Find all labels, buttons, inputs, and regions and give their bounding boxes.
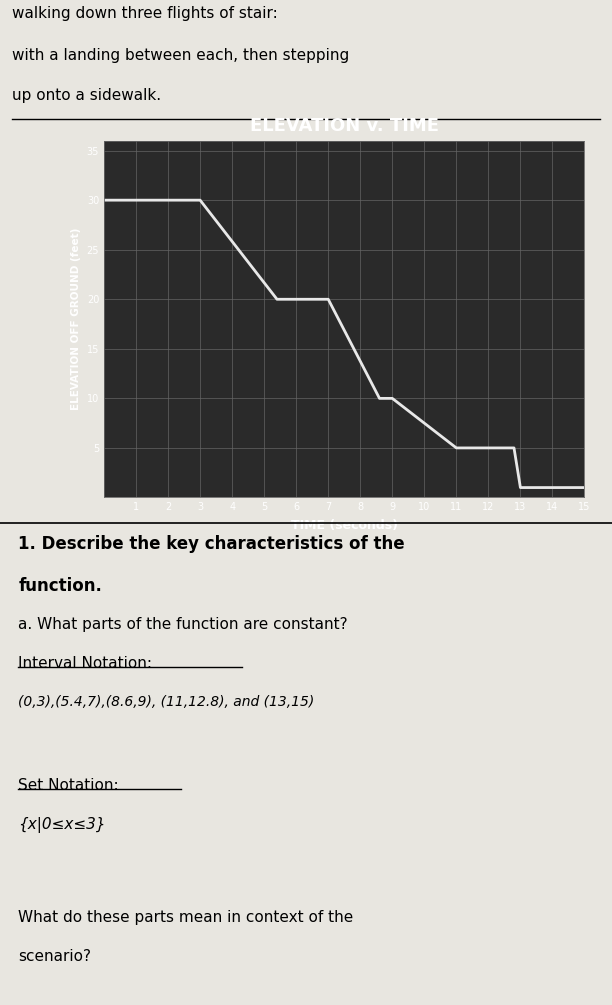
- Text: What do these parts mean in context of the: What do these parts mean in context of t…: [18, 910, 354, 925]
- Text: Interval Notation:: Interval Notation:: [18, 656, 152, 671]
- Text: scenario?: scenario?: [18, 949, 91, 964]
- Text: function.: function.: [18, 577, 102, 595]
- Y-axis label: ELEVATION OFF GROUND (feet): ELEVATION OFF GROUND (feet): [71, 228, 81, 410]
- Text: with a landing between each, then stepping: with a landing between each, then steppi…: [12, 47, 349, 62]
- Title: ELEVATION v. TIME: ELEVATION v. TIME: [250, 117, 439, 135]
- X-axis label: TIME (seconds): TIME (seconds): [291, 520, 398, 533]
- Text: {x|0≤x≤3}: {x|0≤x≤3}: [18, 817, 106, 833]
- Text: 1. Describe the key characteristics of the: 1. Describe the key characteristics of t…: [18, 535, 405, 553]
- Text: Set Notation:: Set Notation:: [18, 778, 119, 793]
- Text: a. What parts of the function are constant?: a. What parts of the function are consta…: [18, 617, 348, 632]
- Text: (0,3),(5.4,7),(8.6,9), (11,12.8), and (13,15): (0,3),(5.4,7),(8.6,9), (11,12.8), and (1…: [18, 695, 315, 710]
- Text: up onto a sidewalk.: up onto a sidewalk.: [12, 87, 162, 103]
- Text: walking down three flights of stair:: walking down three flights of stair:: [12, 6, 278, 21]
